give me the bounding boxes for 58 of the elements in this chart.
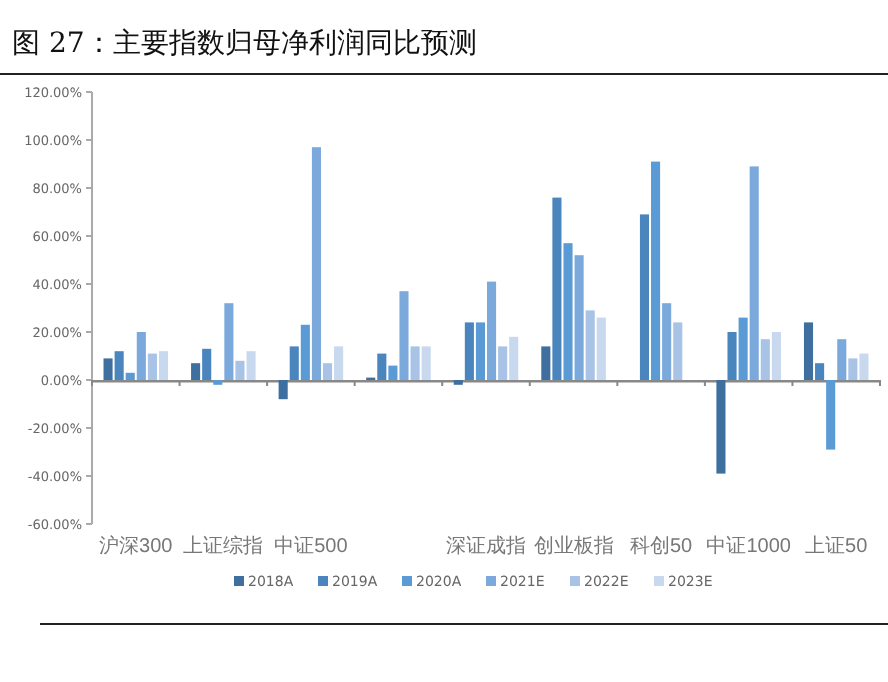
- bar: [826, 380, 836, 450]
- bar: [760, 339, 770, 380]
- bar: [727, 332, 737, 380]
- bar: [202, 348, 212, 380]
- bar: [464, 322, 474, 380]
- title: 图 27：主要指数归母净利润同比预测: [12, 28, 477, 60]
- bar: [322, 363, 333, 380]
- bar: [563, 243, 573, 380]
- x-tick-label: 中证1000: [706, 534, 792, 558]
- bar: [125, 372, 135, 380]
- bar: [388, 365, 398, 380]
- bar: [815, 363, 825, 380]
- bar: [673, 322, 683, 380]
- bar: [278, 380, 288, 400]
- bar: [334, 346, 344, 380]
- bar: [191, 363, 201, 380]
- bar: [377, 353, 387, 380]
- bar: [421, 346, 431, 380]
- bar: [585, 310, 595, 380]
- bar: [147, 353, 157, 380]
- bar: [246, 351, 256, 380]
- x-tick-label: 上证50: [805, 534, 869, 558]
- bar: [837, 339, 847, 380]
- bar: [596, 317, 606, 380]
- bar: [848, 358, 858, 380]
- bar: [716, 380, 726, 474]
- bar: [114, 351, 124, 380]
- x-tick-label: 中证500: [274, 534, 349, 558]
- bar: [410, 346, 420, 380]
- bar: [103, 358, 113, 380]
- bar: [771, 332, 781, 380]
- x-tick-label: 沪深300: [99, 534, 174, 558]
- bar: [574, 255, 584, 380]
- bar: [651, 161, 661, 380]
- bar: [158, 351, 169, 380]
- x-tick-label: 科创50: [629, 534, 694, 558]
- bar: [300, 324, 310, 380]
- bar: [552, 197, 562, 380]
- bar: [541, 346, 551, 380]
- bar: [289, 346, 299, 380]
- bar: [487, 281, 497, 380]
- x-tick-label: 上证综指: [183, 534, 264, 558]
- bar: [662, 303, 672, 380]
- bar: [639, 214, 650, 380]
- bar: [475, 322, 485, 380]
- x-tick-label: 深证成指: [446, 534, 526, 558]
- bar: [136, 332, 146, 380]
- bar: [738, 317, 748, 380]
- bar: [399, 291, 409, 380]
- x-tick-label: 创业板指: [533, 534, 614, 558]
- bar: [311, 147, 321, 380]
- bar: [749, 166, 759, 380]
- bar: [509, 336, 519, 380]
- bar: [498, 346, 508, 380]
- bar: [235, 360, 245, 380]
- bar: [859, 353, 869, 380]
- bar: [803, 322, 814, 380]
- bar: [224, 303, 234, 380]
